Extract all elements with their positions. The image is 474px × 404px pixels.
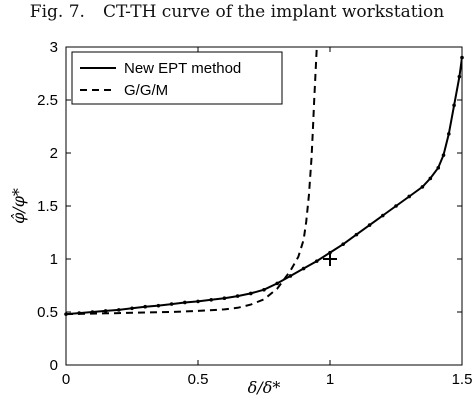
plus-marker-0 (323, 252, 337, 266)
series-point-0-4 (117, 308, 121, 312)
series-point-0-15 (262, 287, 266, 292)
legend-box (71, 51, 283, 105)
figure-number: Fig. 7. (29, 2, 85, 22)
series-point-0-18 (301, 266, 306, 271)
series-point-0-17 (288, 274, 293, 278)
series-point-0-3 (103, 309, 108, 313)
y-tick-label-3: 1.5 (37, 198, 58, 215)
series-point-0-32 (452, 103, 456, 108)
series-point-0-8 (169, 302, 174, 306)
series-point-0-24 (381, 213, 385, 218)
y-tick-label-2: 1 (50, 251, 58, 268)
series-point-0-31 (447, 132, 451, 136)
series-point-0-25 (394, 204, 398, 208)
y-tick-label-4: 2 (50, 145, 58, 162)
series-point-0-19 (315, 259, 319, 263)
y-tick-label-0: 0 (50, 357, 58, 374)
series-point-0-21 (341, 242, 346, 246)
series-point-0-30 (441, 153, 446, 157)
series-point-0-27 (420, 185, 425, 189)
x-tick-label-3: 1.5 (452, 371, 473, 388)
y-tick-label-5: 2.5 (37, 92, 58, 109)
series-point-0-22 (354, 232, 359, 237)
series-point-0-26 (407, 194, 412, 199)
series-point-0-11 (209, 298, 213, 302)
series-line-1 (66, 47, 318, 316)
series-point-0-5 (130, 306, 134, 311)
series-point-0-28 (428, 176, 433, 181)
legend-entry-1: G/G/M (124, 82, 168, 99)
x-tick-label-2: 1 (326, 371, 334, 388)
x-tick-label-1: 0.5 (188, 371, 209, 388)
series-point-0-7 (156, 303, 161, 308)
x-tick-label-0: 0 (62, 371, 70, 388)
series-point-0-29 (436, 166, 441, 170)
series-point-0-9 (183, 300, 187, 305)
series-point-0-12 (222, 296, 227, 301)
series-point-0-6 (143, 304, 147, 309)
series-point-0-10 (196, 299, 200, 304)
series-point-0-13 (235, 294, 240, 298)
y-tick-label-1: 0.5 (37, 304, 58, 321)
y-tick-label-6: 3 (50, 39, 58, 56)
figure-title: CT-TH curve of the implant workstation (102, 2, 445, 22)
series-point-0-33 (457, 74, 462, 79)
series-point-0-16 (275, 281, 280, 286)
series-point-0-14 (249, 291, 253, 296)
legend-entry-0: New EPT method (124, 60, 241, 77)
figure-caption: Fig. 7. CT-TH curve of the implant workst… (0, 0, 474, 26)
series-point-0-23 (367, 223, 372, 227)
y-axis-label: φ̂/φ* (9, 188, 28, 224)
x-axis-label: δ/δ* (248, 378, 281, 397)
